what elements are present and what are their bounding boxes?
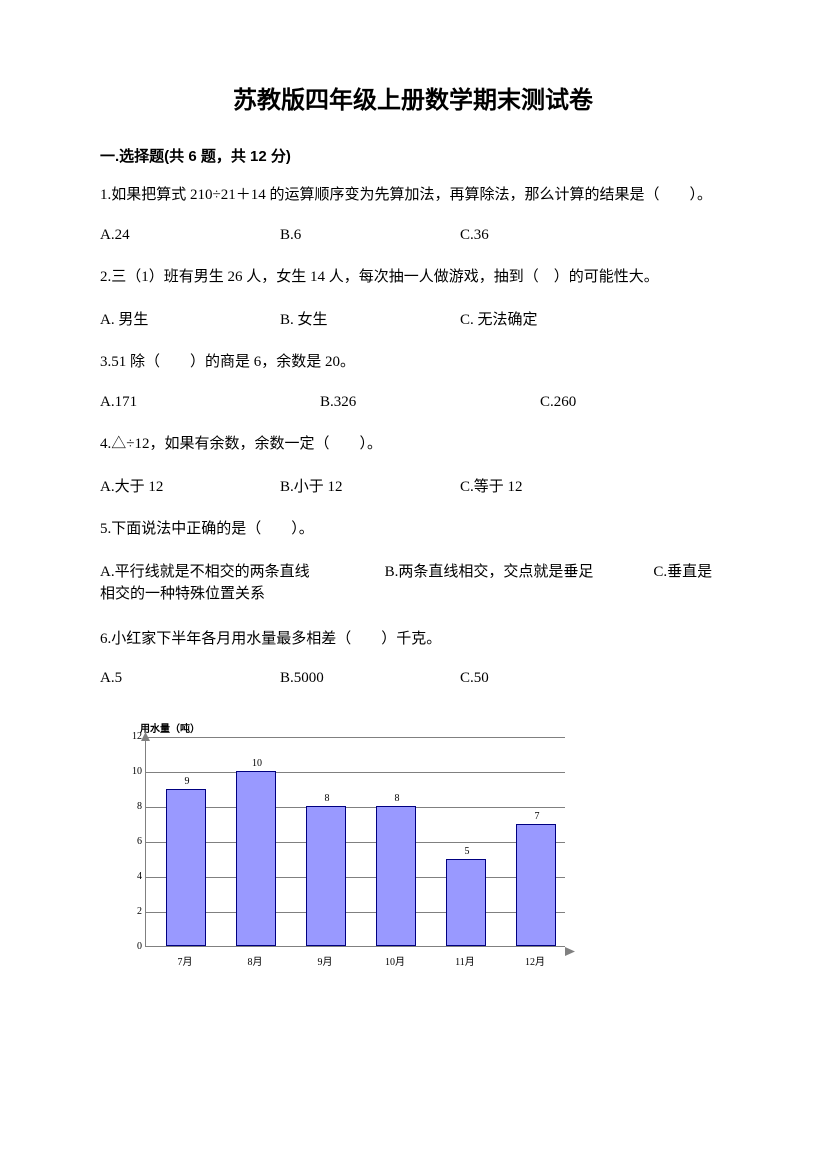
chart-y-tick-label: 10 [128,766,142,777]
q1-option-c: C.36 [460,227,640,244]
question-2: 2.三（1）班有男生 26 人，女生 14 人，每次抽一人做游戏，抽到（ ）的可… [100,266,726,289]
question-4-options: A.大于 12 B.小于 12 C.等于 12 [100,475,726,496]
water-usage-chart: 用水量（吨）02468101291088577月8月9月10月11月12月 [110,722,726,982]
q4-option-b: B.小于 12 [280,475,460,496]
question-3-options: A.171 B.326 C.260 [100,394,726,411]
question-1-options: A.24 B.6 C.36 [100,227,726,244]
chart-bar-value-label: 7 [517,811,557,822]
chart-x-category-label: 7月 [160,953,210,968]
x-axis-arrow-icon [565,943,575,961]
chart-y-tick-label: 2 [128,906,142,917]
chart-y-tick-label: 12 [128,731,142,742]
y-axis-arrow-icon [141,729,150,747]
chart-x-category-label: 9月 [300,953,350,968]
chart-x-category-label: 10月 [370,953,420,968]
chart-y-tick-label: 0 [128,941,142,952]
chart-bar-value-label: 9 [167,776,207,787]
q4-option-a: A.大于 12 [100,475,280,496]
q6-option-b: B.5000 [280,670,460,687]
question-3: 3.51 除（ ）的商是 6，余数是 20。 [100,351,726,374]
chart-bar-value-label: 8 [307,793,347,804]
q2-option-a: A. 男生 [100,308,280,329]
question-5-options: A.平行线就是不相交的两条直线 B.两条直线相交，交点就是垂足 C.垂直是相交的… [100,561,726,606]
chart-plot-area: 9108857 [145,737,565,947]
chart-bar-value-label: 5 [447,846,487,857]
q3-option-a: A.171 [100,394,320,411]
chart-bar: 8 [376,806,416,946]
chart-bar-value-label: 8 [377,793,417,804]
chart-bar: 5 [446,859,486,947]
page-title: 苏教版四年级上册数学期末测试卷 [100,80,726,115]
question-5: 5.下面说法中正确的是（ ）。 [100,518,726,541]
question-1: 1.如果把算式 210÷21＋14 的运算顺序变为先算加法，再算除法，那么计算的… [100,184,726,207]
q2-option-c: C. 无法确定 [460,308,640,329]
q4-option-c: C.等于 12 [460,475,640,496]
q6-option-c: C.50 [460,670,640,687]
chart-y-tick-label: 6 [128,836,142,847]
chart-bar: 7 [516,824,556,947]
q2-option-b: B. 女生 [280,308,460,329]
chart-bar-value-label: 10 [237,758,277,769]
section-header: 一.选择题(共 6 题，共 12 分) [100,145,726,166]
chart-x-category-label: 8月 [230,953,280,968]
question-4: 4.△÷12，如果有余数，余数一定（ ）。 [100,433,726,456]
chart-y-tick-label: 8 [128,801,142,812]
chart-bar: 9 [166,789,206,947]
q1-option-b: B.6 [280,227,460,244]
question-6-options: A.5 B.5000 C.50 [100,670,726,687]
chart-bar: 8 [306,806,346,946]
chart-x-category-label: 11月 [440,953,490,968]
q3-option-c: C.260 [540,394,720,411]
q1-option-a: A.24 [100,227,280,244]
chart-x-category-label: 12月 [510,953,560,968]
q3-option-b: B.326 [320,394,540,411]
question-6: 6.小红家下半年各月用水量最多相差（ ）千克。 [100,628,726,651]
question-2-options: A. 男生 B. 女生 C. 无法确定 [100,308,726,329]
q6-option-a: A.5 [100,670,280,687]
chart-bar: 10 [236,771,276,946]
chart-y-tick-label: 4 [128,871,142,882]
